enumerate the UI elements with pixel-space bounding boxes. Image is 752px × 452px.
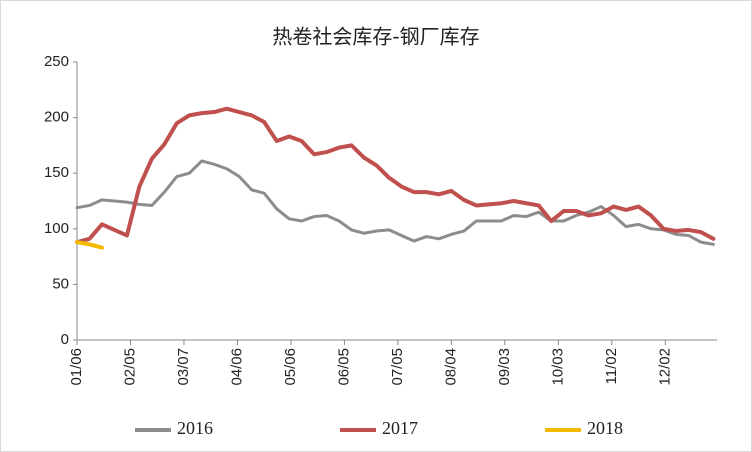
x-tick-label: 03/07 [175, 348, 192, 386]
y-tick-label: 0 [61, 331, 69, 348]
legend-text: 2018 [587, 418, 623, 438]
chart-title: 热卷社会库存-钢厂库存 [272, 25, 479, 49]
x-tick-label: 10/03 [549, 348, 566, 386]
legend-text: 2017 [382, 418, 418, 438]
y-tick-label: 150 [44, 164, 69, 181]
y-tick-label: 50 [52, 275, 69, 292]
y-tick-label: 200 [44, 109, 69, 126]
y-tick-label: 250 [44, 53, 69, 70]
y-tick-label: 100 [44, 220, 69, 237]
x-tick-label: 11/02 [603, 348, 620, 384]
x-tick-label: 07/05 [389, 348, 406, 386]
x-tick-label: 06/05 [335, 348, 352, 386]
legend-text: 2016 [177, 418, 213, 438]
x-tick-label: 12/02 [656, 348, 673, 386]
x-tick-label: 02/05 [121, 348, 138, 386]
series-line [75, 240, 104, 250]
x-tick-label: 05/06 [282, 348, 299, 386]
x-tick-label: 08/04 [442, 348, 459, 386]
x-tick-label: 09/03 [496, 348, 513, 386]
x-tick-label: 01/06 [68, 348, 85, 386]
x-tick-label: 04/06 [228, 348, 245, 386]
series-line [75, 106, 716, 245]
